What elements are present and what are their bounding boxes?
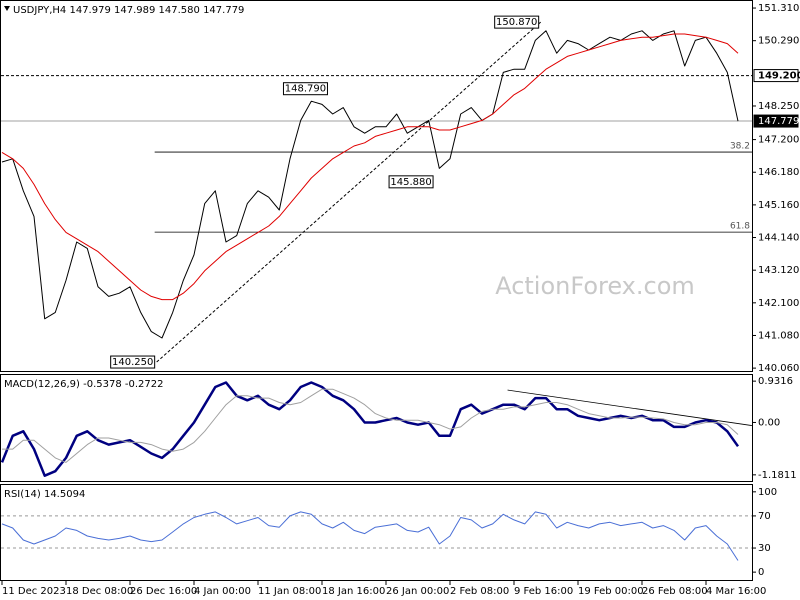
x-tick-label: 26 Dec 16:00 [130,586,197,597]
x-tick-label: 26 Feb 08:00 [642,586,708,597]
series-line [1,33,739,301]
annotation-label: 148.790 [285,84,326,95]
y-tick-label: 0.9316 [758,376,793,387]
price-panel [0,0,753,372]
y-tick-label: 143.120 [758,265,799,276]
y-tick-label: 100 [758,487,777,498]
trendline [507,389,752,426]
y-tick-label: 141.080 [758,330,799,341]
watermark: ActionForex.com [495,272,695,300]
y-tick-label: 148.250 [758,101,799,112]
panel-title: USDJPY,H4 147.979 147.989 147.580 147.77… [13,5,244,16]
x-tick-label: 11 Dec 2023 [2,586,66,597]
y-tick-label: 0.00 [758,417,780,428]
series-line [1,30,739,339]
level-label-box [753,69,799,83]
x-tick-label: 4 Mar 16:00 [706,586,766,597]
y-tick-label: 70 [758,511,771,522]
y-tick-label: 147.200 [758,135,799,146]
panel-title: MACD(12,26,9) -0.5378 -0.2722 [4,379,164,390]
level-label: 149.200 [758,71,800,82]
menu-triangle [4,6,10,11]
level-label-box [753,114,799,128]
annotation-box [388,175,434,189]
x-tick-label: 4 Jan 00:00 [194,586,251,597]
y-tick-label: 150.290 [758,36,799,47]
rsi-panel [0,484,753,581]
annotation-box [494,15,540,29]
panel-title: RSI(14) 14.5094 [4,489,85,500]
y-tick-label: 144.140 [758,233,799,244]
series-line [2,388,739,463]
trendline [156,21,541,363]
x-tick-label: 9 Feb 16:00 [514,586,573,597]
x-tick-label: 19 Feb 00:00 [578,586,644,597]
x-tick-label: 11 Jan 08:00 [258,586,321,597]
level-label: 147.779 [758,116,799,127]
annotation-label: 150.870 [496,17,537,28]
y-tick-label: 151.310 [758,3,799,14]
x-tick-label: 26 Jan 00:00 [386,586,449,597]
y-tick-label: 145.160 [758,200,799,211]
macd-panel [0,374,753,482]
y-tick-label: 30 [758,543,771,554]
annotation-label: 140.250 [112,357,153,368]
y-tick-label: 140.060 [758,363,799,374]
annotation-box [282,82,328,96]
series-line [1,511,739,561]
fib-label: 38.2 [730,142,750,152]
fib-label: 61.8 [730,222,750,232]
y-tick-label: 146.180 [758,167,799,178]
y-tick-label: 142.100 [758,298,799,309]
x-tick-label: 18 Dec 08:00 [66,586,133,597]
annotation-box [110,355,156,369]
y-tick-label: -1.1811 [758,470,797,481]
x-tick-label: 2 Feb 08:00 [450,586,509,597]
x-tick-label: 18 Jan 16:00 [322,586,385,597]
annotation-label: 145.880 [390,177,431,188]
y-tick-label: 0 [758,567,764,578]
